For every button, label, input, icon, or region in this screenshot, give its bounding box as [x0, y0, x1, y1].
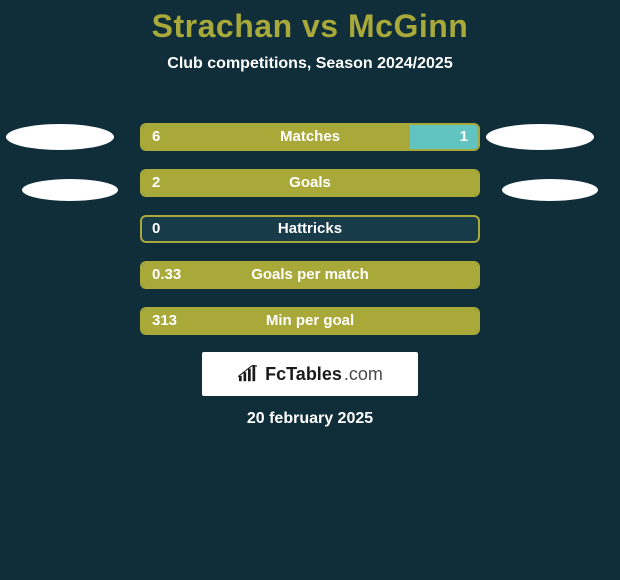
comparison-row: 2Goals	[0, 169, 620, 215]
footer-date: 20 february 2025	[0, 410, 620, 428]
comparison-row: 6Matches1	[0, 123, 620, 169]
infographic-canvas: Strachan vs McGinn Club competitions, Se…	[0, 0, 620, 580]
brand-text-bold: FcTables	[265, 364, 342, 385]
page-title: Strachan vs McGinn	[0, 0, 620, 45]
comparison-row: 313Min per goal	[0, 307, 620, 353]
metric-label: Min per goal	[140, 307, 480, 335]
right-value: 1	[460, 123, 468, 151]
brand-box: FcTables.com	[202, 352, 418, 396]
metric-label: Goals	[140, 169, 480, 197]
comparison-row: 0.33Goals per match	[0, 261, 620, 307]
brand-inner: FcTables.com	[237, 364, 383, 385]
comparison-row: 0Hattricks	[0, 215, 620, 261]
page-subtitle: Club competitions, Season 2024/2025	[0, 55, 620, 73]
bar-chart-icon	[237, 365, 259, 383]
metric-label: Hattricks	[140, 215, 480, 243]
brand-text-light: .com	[344, 364, 383, 385]
metric-label: Goals per match	[140, 261, 480, 289]
metric-label: Matches	[140, 123, 480, 151]
comparison-rows: 6Matches12Goals0Hattricks0.33Goals per m…	[0, 123, 620, 353]
